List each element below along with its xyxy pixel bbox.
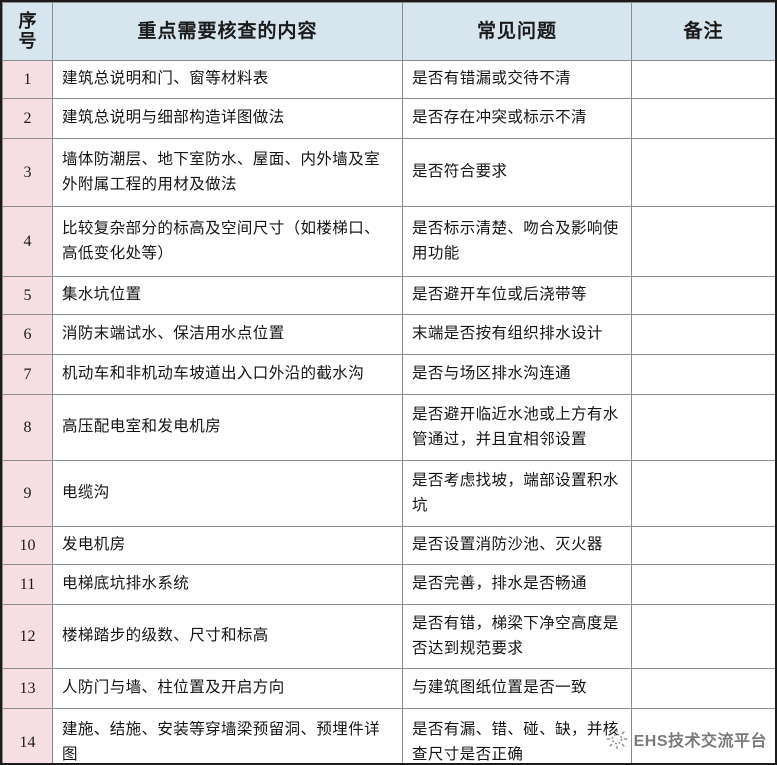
row-problem: 是否存在冲突或标示不清 — [402, 98, 632, 139]
table-row: 4 比较复杂部分的标高及空间尺寸（如楼梯口、高低变化处等） 是否标示清楚、吻合及… — [2, 206, 775, 277]
row-note — [631, 708, 775, 763]
row-content: 建筑总说明与细部构造详图做法 — [52, 98, 403, 139]
table-row: 14 建施、结施、安装等穿墙梁预留洞、预埋件详图 是否有漏、错、碰、缺，并核查尺… — [2, 708, 775, 763]
row-sequence: 11 — [2, 564, 53, 605]
row-sequence: 8 — [2, 394, 53, 461]
column-header-content: 重点需要核查的内容 — [52, 2, 403, 61]
row-note — [631, 206, 775, 277]
column-header-note: 备注 — [631, 2, 775, 61]
row-sequence: 10 — [2, 526, 53, 565]
table-row: 2 建筑总说明与细部构造详图做法 是否存在冲突或标示不清 — [2, 98, 775, 139]
column-header-problem: 常见问题 — [402, 2, 632, 61]
table-row: 13 人防门与墙、柱位置及开启方向 与建筑图纸位置是否一致 — [2, 668, 775, 709]
row-content: 发电机房 — [52, 526, 403, 565]
row-problem: 末端是否按有组织排水设计 — [402, 314, 632, 355]
row-note — [631, 354, 775, 395]
row-problem: 是否考虑找坡，端部设置积水坑 — [402, 460, 632, 527]
row-note — [631, 564, 775, 605]
row-note — [631, 98, 775, 139]
header-row: 序 号 重点需要核查的内容 常见问题 备注 — [2, 2, 775, 61]
row-sequence: 13 — [2, 668, 53, 709]
table-row: 11 电梯底坑排水系统 是否完善，排水是否畅通 — [2, 564, 775, 605]
table-row: 12 楼梯踏步的级数、尺寸和标高 是否有错，梯梁下净空高度是否达到规范要求 — [2, 604, 775, 669]
row-content: 比较复杂部分的标高及空间尺寸（如楼梯口、高低变化处等） — [52, 206, 403, 277]
row-sequence: 12 — [2, 604, 53, 669]
row-problem: 是否标示清楚、吻合及影响使用功能 — [402, 206, 632, 277]
row-problem: 是否避开临近水池或上方有水管通过，并且宜相邻设置 — [402, 394, 632, 461]
row-content: 消防末端试水、保洁用水点位置 — [52, 314, 403, 355]
row-problem: 是否有漏、错、碰、缺，并核查尺寸是否正确 — [402, 708, 632, 763]
table-row: 10 发电机房 是否设置消防沙池、灭火器 — [2, 526, 775, 565]
row-note — [631, 668, 775, 709]
row-problem: 是否设置消防沙池、灭火器 — [402, 526, 632, 565]
row-content: 集水坑位置 — [52, 276, 403, 315]
row-problem: 是否避开车位或后浇带等 — [402, 276, 632, 315]
row-problem: 是否完善，排水是否畅通 — [402, 564, 632, 605]
row-note — [631, 394, 775, 461]
row-sequence: 5 — [2, 276, 53, 315]
column-header-sequence: 序 号 — [2, 2, 53, 61]
row-sequence: 7 — [2, 354, 53, 395]
table-row: 3 墙体防潮层、地下室防水、屋面、内外墙及室外附属工程的用材及做法 是否符合要求 — [2, 138, 775, 207]
row-sequence: 1 — [2, 60, 53, 99]
row-content: 建施、结施、安装等穿墙梁预留洞、预埋件详图 — [52, 708, 403, 763]
row-content: 高压配电室和发电机房 — [52, 394, 403, 461]
row-content: 电梯底坑排水系统 — [52, 564, 403, 605]
table-body: 1 建筑总说明和门、窗等材料表 是否有错漏或交待不清 2 建筑总说明与细部构造详… — [2, 60, 775, 763]
row-note — [631, 604, 775, 669]
row-problem: 是否有错，梯梁下净空高度是否达到规范要求 — [402, 604, 632, 669]
row-content: 建筑总说明和门、窗等材料表 — [52, 60, 403, 99]
row-problem: 是否有错漏或交待不清 — [402, 60, 632, 99]
row-sequence: 2 — [2, 98, 53, 139]
row-sequence: 6 — [2, 314, 53, 355]
row-problem: 是否符合要求 — [402, 138, 632, 207]
table-header: 序 号 重点需要核查的内容 常见问题 备注 — [2, 2, 775, 61]
table-row: 5 集水坑位置 是否避开车位或后浇带等 — [2, 276, 775, 315]
table-row: 1 建筑总说明和门、窗等材料表 是否有错漏或交待不清 — [2, 60, 775, 99]
row-note — [631, 276, 775, 315]
row-content: 机动车和非机动车坡道出入口外沿的截水沟 — [52, 354, 403, 395]
sequence-header-char-2: 号 — [18, 30, 37, 51]
row-note — [631, 60, 775, 99]
table-row: 7 机动车和非机动车坡道出入口外沿的截水沟 是否与场区排水沟连通 — [2, 354, 775, 395]
row-sequence: 9 — [2, 460, 53, 527]
row-problem: 与建筑图纸位置是否一致 — [402, 668, 632, 709]
sequence-header-char-1: 序 — [18, 10, 37, 31]
row-sequence: 14 — [2, 708, 53, 763]
row-content: 楼梯踏步的级数、尺寸和标高 — [52, 604, 403, 669]
row-content: 电缆沟 — [52, 460, 403, 527]
row-note — [631, 460, 775, 527]
table-row: 6 消防末端试水、保洁用水点位置 末端是否按有组织排水设计 — [2, 314, 775, 355]
table-row: 8 高压配电室和发电机房 是否避开临近水池或上方有水管通过，并且宜相邻设置 — [2, 394, 775, 461]
row-note — [631, 138, 775, 207]
row-sequence: 3 — [2, 138, 53, 207]
table-row: 9 电缆沟 是否考虑找坡，端部设置积水坑 — [2, 460, 775, 527]
row-content: 墙体防潮层、地下室防水、屋面、内外墙及室外附属工程的用材及做法 — [52, 138, 403, 207]
row-content: 人防门与墙、柱位置及开启方向 — [52, 668, 403, 709]
row-note — [631, 314, 775, 355]
row-problem: 是否与场区排水沟连通 — [402, 354, 632, 395]
row-sequence: 4 — [2, 206, 53, 277]
row-note — [631, 526, 775, 565]
